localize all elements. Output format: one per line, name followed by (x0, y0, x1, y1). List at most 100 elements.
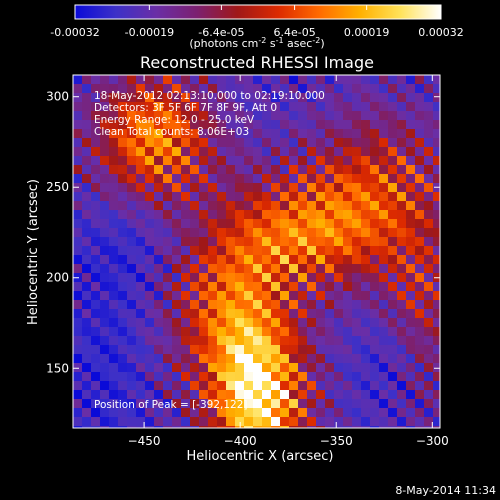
heatmap-cell (190, 120, 200, 130)
heatmap-cell (253, 210, 263, 220)
heatmap-cell (208, 399, 218, 409)
heatmap-cell (289, 147, 299, 157)
heatmap-cell (280, 345, 290, 355)
heatmap-cell (370, 219, 380, 229)
heatmap-cell (190, 75, 200, 85)
heatmap-cell (217, 84, 227, 94)
heatmap-cell (352, 363, 362, 373)
heatmap-cell (199, 327, 209, 337)
heatmap-cell (343, 300, 353, 310)
heatmap-cell (235, 237, 245, 247)
heatmap-cell (226, 372, 236, 382)
annotation-block: 18-May-2012 02:13:10.000 to 02:19:10.000… (94, 90, 325, 138)
heatmap-cell (271, 147, 281, 157)
heatmap-cell (280, 129, 290, 139)
heatmap-cell (253, 363, 263, 373)
heatmap-cell (145, 399, 155, 409)
heatmap-cell (235, 372, 245, 382)
heatmap-cell (145, 165, 155, 175)
heatmap-cell (73, 408, 83, 418)
heatmap-cell (397, 156, 407, 166)
heatmap-cell (226, 255, 236, 265)
heatmap-cell (262, 165, 272, 175)
heatmap-cell (118, 129, 128, 139)
heatmap-cell (253, 201, 263, 211)
heatmap-cell (388, 327, 398, 337)
heatmap-cell (235, 381, 245, 391)
heatmap-cell (298, 129, 308, 139)
heatmap-cell (190, 291, 200, 301)
heatmap-cell (82, 363, 92, 373)
heatmap-cell (208, 84, 218, 94)
heatmap-cell (253, 318, 263, 328)
heatmap-cell (217, 300, 227, 310)
heatmap-cell (163, 129, 173, 139)
heatmap-cell (424, 309, 434, 319)
heatmap-cell (397, 426, 407, 428)
heatmap-cell (82, 426, 92, 428)
heatmap-cell (190, 336, 200, 346)
heatmap-cell (217, 381, 227, 391)
heatmap-cell (163, 291, 173, 301)
heatmap-cell (379, 399, 389, 409)
heatmap-cell (190, 381, 200, 391)
heatmap-cell (433, 408, 440, 418)
heatmap-cell (424, 363, 434, 373)
heatmap-cell (289, 201, 299, 211)
heatmap-cell (289, 120, 299, 130)
heatmap-cell (361, 273, 371, 283)
heatmap-cell (82, 255, 92, 265)
heatmap-cell (280, 291, 290, 301)
heatmap-cell (217, 291, 227, 301)
heatmap-cell (163, 201, 173, 211)
heatmap-cell (190, 264, 200, 274)
heatmap-cell (199, 417, 209, 427)
heatmap-cell (190, 354, 200, 364)
heatmap-cell (298, 147, 308, 157)
heatmap-cell (253, 228, 263, 238)
heatmap-cell (100, 147, 110, 157)
heatmap-cell (406, 372, 416, 382)
heatmap-cell (226, 381, 236, 391)
heatmap-cell (154, 327, 164, 337)
heatmap-cell (190, 363, 200, 373)
heatmap-cell (199, 237, 209, 247)
heatmap-cell (343, 93, 353, 103)
heatmap-cell (352, 156, 362, 166)
heatmap-cell (100, 381, 110, 391)
heatmap-cell (325, 372, 335, 382)
heatmap-cell (226, 264, 236, 274)
heatmap-cell (415, 147, 425, 157)
heatmap-cell (127, 300, 137, 310)
heatmap-cell (325, 219, 335, 229)
heatmap-cell (235, 336, 245, 346)
heatmap-cell (82, 138, 92, 148)
heatmap-cell (118, 372, 128, 382)
heatmap-cell (208, 336, 218, 346)
heatmap-cell (163, 354, 173, 364)
heatmap-cell (217, 282, 227, 292)
heatmap-cell (271, 210, 281, 220)
heatmap-cell (370, 192, 380, 202)
heatmap-cell (334, 183, 344, 193)
heatmap-cell (181, 282, 191, 292)
heatmap-cell (280, 318, 290, 328)
heatmap-cell (217, 354, 227, 364)
heatmap-cell (343, 390, 353, 400)
heatmap-cell (163, 381, 173, 391)
heatmap-cell (289, 210, 299, 220)
heatmap-cell (235, 408, 245, 418)
heatmap-cell (325, 102, 335, 112)
heatmap-cell (352, 345, 362, 355)
heatmap-cell (118, 282, 128, 292)
heatmap-cell (334, 345, 344, 355)
heatmap-cell (325, 399, 335, 409)
heatmap-cell (388, 75, 398, 85)
heatmap-cell (271, 75, 281, 85)
heatmap-cell (298, 174, 308, 184)
heatmap-cell (334, 426, 344, 428)
heatmap-cell (217, 363, 227, 373)
heatmap-cell (226, 102, 236, 112)
y-tick-label: 250 (46, 180, 69, 194)
